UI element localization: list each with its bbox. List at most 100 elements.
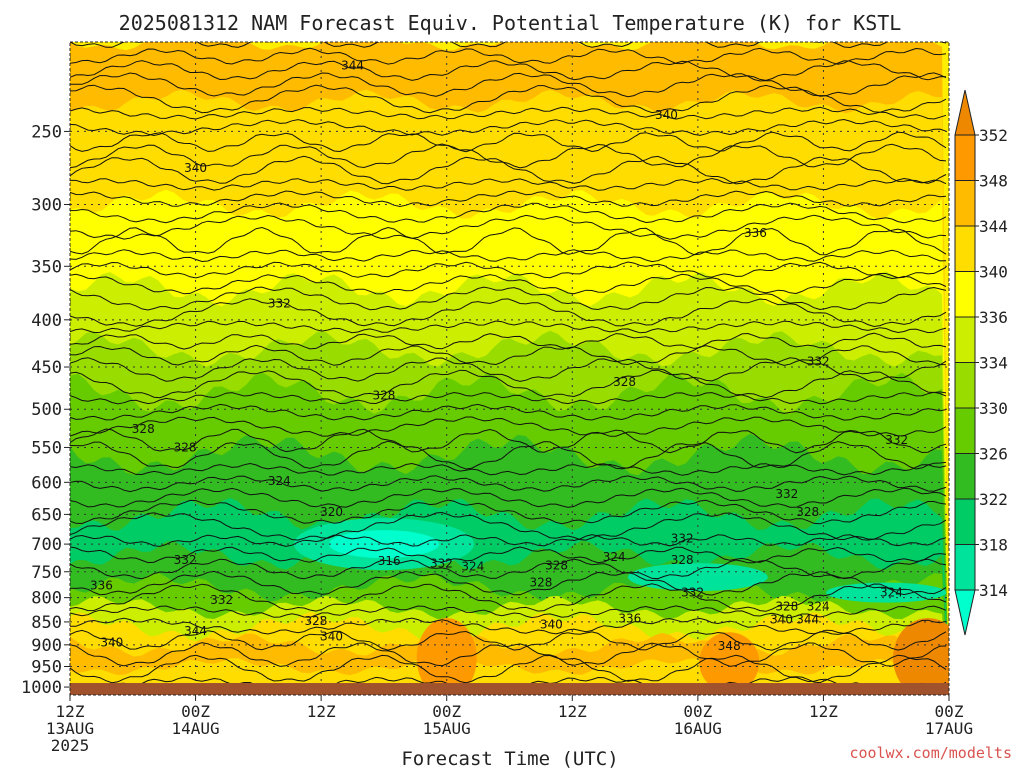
contour-label: 348 (718, 639, 741, 653)
contour-label: 328 (613, 375, 636, 389)
contour-label: 324 (268, 474, 291, 488)
contour-line (70, 261, 947, 279)
colorbar-swatch (954, 453, 976, 500)
y-tick-label: 1000 (21, 678, 62, 698)
plot-frame (69, 41, 950, 696)
contour-line (70, 286, 947, 311)
x-tick-label: 00Z (935, 702, 964, 721)
contour-line (70, 511, 947, 541)
colorbar-extend-low (954, 589, 976, 636)
contour-line (70, 654, 947, 684)
colorbar-swatch (954, 407, 976, 454)
contour-label: 324 (807, 600, 830, 614)
contour-label: 328 (545, 558, 568, 572)
contour-label: 332 (775, 487, 798, 501)
contour-line (70, 84, 947, 114)
contour-line (70, 546, 947, 564)
contour-line (70, 440, 947, 470)
y-tick-label: 750 (31, 563, 62, 583)
contour-line (70, 190, 947, 208)
contour-line (70, 403, 947, 421)
y-tick-label: 600 (31, 473, 62, 493)
colorbar-tick-label: 336 (979, 308, 1008, 327)
x-tick-label: 16AUG (674, 719, 722, 738)
y-tick-label: 850 (31, 613, 62, 633)
x-tick-label: 14AUG (171, 719, 219, 738)
y-tick-label: 350 (31, 257, 62, 277)
colorbar-swatch (954, 498, 976, 545)
contour-line (70, 47, 947, 65)
contour-line (70, 155, 947, 185)
contour-line (70, 357, 947, 382)
contour-line (70, 226, 947, 256)
colorbar-tick-label: 344 (979, 217, 1008, 236)
contour-label: 344 (341, 58, 364, 72)
contour-label: 328 (529, 575, 552, 589)
contour-line (70, 332, 947, 350)
warm-surface-region (699, 632, 760, 693)
contour-label: 324 (461, 559, 484, 573)
contour-label: 320 (320, 505, 343, 519)
colorbar-extend-high (954, 89, 976, 136)
contour-label: 332 (268, 296, 291, 310)
x-tick-label: 13AUG (46, 719, 94, 738)
chart-title: 2025081312 NAM Forecast Equiv. Potential… (119, 11, 902, 35)
contour-line (70, 629, 947, 651)
y-tick-label: 500 (31, 400, 62, 420)
contour-label: 328 (304, 614, 327, 628)
x-tick-label: 12Z (307, 702, 336, 721)
credit-text: coolwx.com/modelts (849, 744, 1012, 762)
y-tick-label: 900 (31, 636, 62, 656)
contour-label: 344 (184, 624, 207, 638)
y-tick-label: 650 (31, 505, 62, 525)
contour-line (70, 605, 947, 619)
y-tick-label: 250 (31, 122, 62, 142)
contour-label: 336 (90, 578, 113, 592)
contour-line (70, 475, 947, 493)
contour-label: 336 (744, 226, 767, 240)
warm-surface-region (416, 617, 477, 695)
contour-line (70, 177, 947, 191)
x-tick-label: 12Z (558, 702, 587, 721)
x-tick-label: 15AUG (423, 719, 471, 738)
contour-line (70, 249, 947, 263)
contour-label: 328 (132, 422, 155, 436)
contour-label: 332 (671, 531, 694, 545)
warm-surface-region (893, 617, 949, 695)
contour-line (70, 462, 947, 476)
cold-core-region (627, 563, 768, 592)
contour-line (70, 202, 947, 224)
contour-label: 340 (184, 161, 207, 175)
contour-label: 328 (775, 600, 798, 614)
contour-label: 328 (671, 553, 694, 567)
contour-label: 332 (807, 355, 830, 369)
colorbar-swatch (954, 544, 976, 591)
y-tick-label: 300 (31, 196, 62, 216)
x-tick-label: 00Z (181, 702, 210, 721)
colorbar-swatch (954, 180, 976, 227)
contour-label: 324 (603, 550, 626, 564)
plot-area (70, 42, 949, 695)
contour-line (70, 391, 947, 405)
x-tick-label: 12Z (56, 702, 85, 721)
y-tick-label: 800 (31, 589, 62, 609)
colorbar-tick-label: 318 (979, 536, 1008, 555)
contour-line (70, 416, 947, 437)
contour-label: 332 (210, 593, 233, 607)
colorbar-tick-label: 314 (979, 581, 1008, 600)
colorbar-swatch (954, 316, 976, 363)
colorbar-tick-label: 348 (979, 172, 1008, 191)
colorbar: 352 348 344 340 336 334 330 326 322 318 314 (954, 89, 1008, 636)
contour-label: 340 (770, 613, 793, 627)
contour-line (70, 369, 947, 399)
y-tick-label: 700 (31, 535, 62, 555)
contour-label: 336 (618, 612, 641, 626)
contour-label: 324 (880, 586, 903, 600)
contour-line (70, 642, 947, 667)
contour-label: 340 (100, 636, 123, 650)
contour-line (70, 428, 947, 454)
x-tick-label: 2025 (51, 736, 90, 755)
pressure-axis: 250 300 350 400 450 500 550 600 650 700 750 800 850 9… (21, 122, 70, 698)
contour-label: 328 (796, 505, 819, 519)
